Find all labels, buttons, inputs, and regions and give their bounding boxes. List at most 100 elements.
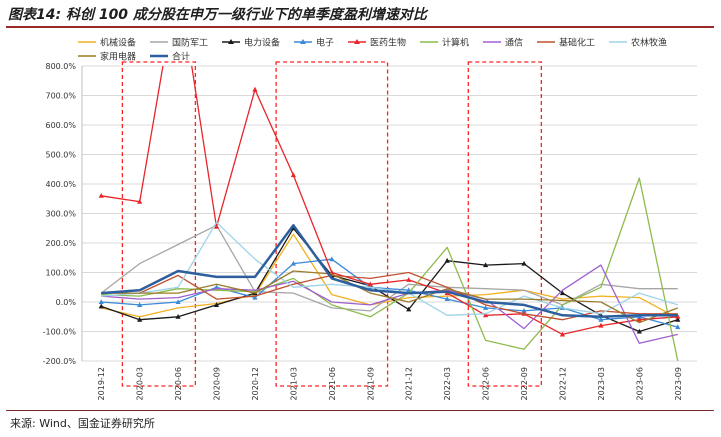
legend-label: 电子 — [316, 37, 334, 49]
x-tick-label: 2021-03 — [289, 367, 298, 400]
y-tick-label: -200.0% — [43, 357, 77, 366]
data-point — [444, 296, 450, 302]
highlight-box — [467, 61, 542, 387]
data-point — [137, 198, 143, 204]
y-tick-label: 400.0% — [45, 180, 76, 189]
series-10 — [101, 224, 678, 319]
data-point — [98, 193, 104, 198]
line-chart: -200.0% -100.0% 0.0% 100.0% 200.0% 300.0% 400.… — [43, 37, 697, 400]
data-point — [213, 223, 220, 229]
data-point — [559, 290, 566, 296]
series-9 — [101, 270, 679, 324]
x-tick-label: 2020-12 — [251, 367, 260, 400]
axis-layer: -200.0% -100.0% 0.0% 100.0% 200.0% 300.0% 400.… — [43, 62, 683, 400]
legend-label: 农林牧渔 — [631, 37, 667, 49]
legend-label: 国防军工 — [172, 37, 208, 49]
series-line — [101, 264, 678, 344]
legend-item: 国防军工 — [150, 37, 208, 49]
legend-label: 家用电器 — [100, 51, 136, 63]
legend-label: 合计 — [172, 51, 190, 63]
data-point — [175, 299, 181, 304]
legend-item: 基础化工 — [537, 37, 595, 49]
grid-layer — [82, 65, 697, 362]
series-line — [101, 66, 678, 336]
y-tick-label: 200.0% — [45, 239, 76, 248]
x-tick-label: 2021-09 — [366, 367, 375, 400]
data-point — [636, 316, 642, 322]
legend-label: 医药生物 — [370, 37, 406, 49]
x-tick-label: 2020-03 — [136, 367, 145, 400]
data-point — [521, 308, 527, 313]
x-tick-label: 2022-09 — [520, 367, 529, 400]
series-line — [101, 258, 678, 328]
legend-item: 计算机 — [420, 37, 469, 49]
series-8 — [101, 221, 678, 316]
x-tick-label: 2019-12 — [97, 367, 106, 400]
data-point — [290, 260, 297, 266]
legend-label: 通信 — [505, 37, 523, 49]
highlight-box — [275, 61, 389, 387]
y-tick-label: 800.0% — [45, 62, 76, 71]
data-point — [137, 316, 143, 322]
legend-item: 合计 — [150, 51, 190, 63]
series-line — [101, 221, 678, 316]
data-point — [252, 294, 258, 300]
x-tick-label: 2021-12 — [405, 367, 414, 400]
legend-item: 电力设备 — [222, 37, 280, 49]
legend-label: 计算机 — [442, 37, 469, 49]
x-tick-label: 2023-06 — [635, 367, 644, 400]
data-point — [406, 277, 412, 282]
legend-marker — [354, 39, 360, 44]
y-tick-label: 100.0% — [45, 269, 76, 278]
series-line — [101, 233, 679, 319]
x-tick-label: 2023-09 — [674, 367, 683, 400]
series-layer — [98, 66, 681, 362]
y-tick-label: 500.0% — [45, 151, 76, 160]
data-point — [598, 322, 604, 328]
data-point — [482, 262, 489, 268]
data-point — [521, 260, 527, 266]
source-note: 来源: Wind、国金证券研究所 — [10, 417, 155, 430]
data-point — [482, 305, 489, 310]
x-tick-label: 2020-06 — [174, 367, 183, 400]
data-point — [329, 256, 335, 262]
x-tick-label: 2022-03 — [443, 367, 452, 400]
series-4 — [98, 66, 681, 337]
x-tick-label: 2020-09 — [213, 367, 222, 400]
y-tick-label: 0.0% — [56, 298, 77, 307]
data-point — [367, 281, 373, 287]
data-point — [175, 313, 181, 319]
y-tick-label: 700.0% — [45, 92, 76, 101]
legend-item: 机械设备 — [78, 37, 136, 49]
legend-marker — [300, 39, 306, 44]
title-rule — [6, 26, 714, 28]
data-point — [598, 316, 604, 322]
legend-item: 农林牧渔 — [609, 37, 667, 49]
legend-label: 电力设备 — [244, 37, 280, 49]
series-0 — [101, 233, 679, 319]
series-5 — [101, 177, 679, 362]
legend-marker — [228, 39, 234, 44]
legend-label: 基础化工 — [559, 37, 595, 49]
legend-item: 通信 — [483, 37, 523, 49]
series-6 — [101, 264, 678, 344]
data-point — [290, 172, 297, 178]
x-tick-label: 2023-03 — [597, 367, 606, 400]
legend-item: 电子 — [294, 37, 334, 49]
figure-title: 图表14: 科创 100 成分股在申万一级行业下的单季度盈利增速对比 — [8, 7, 427, 23]
data-point — [482, 312, 489, 318]
data-point — [636, 328, 642, 334]
legend-label: 机械设备 — [100, 37, 136, 49]
source-rule — [6, 410, 714, 411]
x-tick-label: 2021-06 — [328, 367, 337, 400]
legend-item: 医药生物 — [348, 37, 406, 49]
data-point — [406, 306, 412, 312]
data-point — [137, 302, 143, 307]
series-line — [101, 224, 678, 319]
data-point — [675, 316, 681, 322]
y-tick-label: -100.0% — [43, 328, 77, 337]
data-point — [213, 302, 220, 307]
data-point — [252, 86, 258, 92]
highlight-box-layer — [121, 61, 542, 387]
